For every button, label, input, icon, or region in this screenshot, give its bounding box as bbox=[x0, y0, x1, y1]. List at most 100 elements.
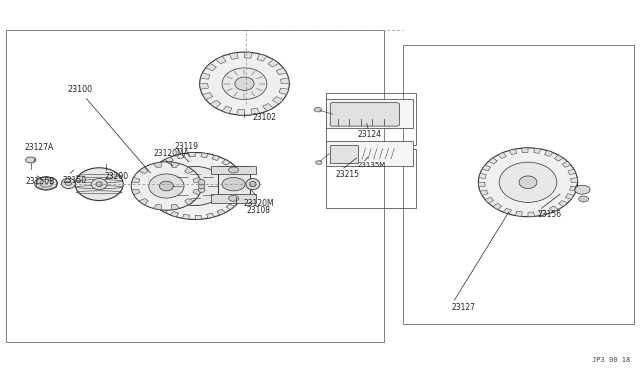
Polygon shape bbox=[237, 190, 244, 195]
Polygon shape bbox=[503, 208, 511, 214]
Text: 23200: 23200 bbox=[104, 172, 129, 181]
Polygon shape bbox=[154, 162, 161, 168]
Polygon shape bbox=[565, 194, 574, 199]
Polygon shape bbox=[217, 209, 225, 215]
Polygon shape bbox=[193, 177, 201, 183]
FancyBboxPatch shape bbox=[330, 103, 399, 126]
Polygon shape bbox=[571, 178, 578, 182]
Text: 23120MA: 23120MA bbox=[154, 149, 189, 158]
Polygon shape bbox=[479, 173, 486, 178]
Ellipse shape bbox=[250, 182, 256, 187]
FancyBboxPatch shape bbox=[330, 145, 358, 163]
Ellipse shape bbox=[92, 179, 108, 190]
Ellipse shape bbox=[76, 168, 123, 201]
Polygon shape bbox=[509, 149, 517, 155]
Ellipse shape bbox=[246, 179, 260, 190]
Polygon shape bbox=[485, 197, 494, 203]
Polygon shape bbox=[244, 52, 252, 58]
Circle shape bbox=[316, 161, 322, 164]
Ellipse shape bbox=[235, 77, 254, 90]
Polygon shape bbox=[132, 177, 140, 183]
Polygon shape bbox=[236, 173, 243, 179]
Text: JP3 00 18: JP3 00 18 bbox=[592, 357, 630, 363]
Polygon shape bbox=[160, 207, 168, 212]
Polygon shape bbox=[550, 206, 558, 212]
Polygon shape bbox=[207, 213, 214, 218]
Text: 23150B: 23150B bbox=[26, 177, 55, 186]
Polygon shape bbox=[200, 84, 208, 89]
FancyBboxPatch shape bbox=[211, 194, 256, 203]
Bar bbox=[326, 93, 416, 145]
FancyBboxPatch shape bbox=[211, 166, 256, 174]
Ellipse shape bbox=[96, 182, 102, 186]
Polygon shape bbox=[562, 161, 571, 167]
Polygon shape bbox=[257, 54, 267, 61]
Polygon shape bbox=[156, 162, 164, 168]
Circle shape bbox=[222, 177, 245, 191]
Polygon shape bbox=[149, 169, 157, 175]
Ellipse shape bbox=[149, 174, 184, 198]
Polygon shape bbox=[212, 155, 220, 160]
Polygon shape bbox=[568, 169, 576, 174]
Polygon shape bbox=[172, 162, 179, 168]
Polygon shape bbox=[281, 78, 289, 84]
Circle shape bbox=[26, 157, 36, 163]
Text: 23100: 23100 bbox=[67, 85, 92, 94]
Ellipse shape bbox=[187, 180, 204, 192]
Polygon shape bbox=[570, 186, 577, 191]
Polygon shape bbox=[233, 197, 241, 203]
Ellipse shape bbox=[519, 176, 537, 189]
Text: 23119: 23119 bbox=[174, 142, 198, 151]
Text: 23120M: 23120M bbox=[243, 199, 274, 208]
Polygon shape bbox=[182, 215, 189, 219]
Polygon shape bbox=[559, 201, 567, 206]
Polygon shape bbox=[482, 165, 491, 171]
Polygon shape bbox=[146, 186, 152, 190]
Polygon shape bbox=[489, 158, 497, 164]
Bar bbox=[326, 149, 416, 208]
Ellipse shape bbox=[166, 166, 224, 205]
Polygon shape bbox=[230, 166, 238, 171]
Ellipse shape bbox=[198, 179, 205, 185]
Polygon shape bbox=[479, 182, 485, 187]
Ellipse shape bbox=[499, 162, 557, 202]
Bar bbox=[403, 45, 634, 324]
Polygon shape bbox=[222, 160, 230, 165]
Ellipse shape bbox=[198, 187, 205, 193]
Polygon shape bbox=[165, 157, 173, 163]
Bar bbox=[326, 141, 413, 166]
Ellipse shape bbox=[479, 148, 578, 217]
Polygon shape bbox=[273, 97, 284, 104]
Polygon shape bbox=[226, 204, 234, 210]
Circle shape bbox=[35, 177, 58, 190]
FancyBboxPatch shape bbox=[218, 166, 250, 202]
Polygon shape bbox=[522, 148, 528, 153]
Polygon shape bbox=[534, 148, 541, 153]
Polygon shape bbox=[251, 108, 260, 115]
Ellipse shape bbox=[61, 178, 76, 189]
Polygon shape bbox=[154, 204, 161, 210]
Polygon shape bbox=[185, 167, 194, 173]
Circle shape bbox=[579, 196, 589, 202]
Text: 23135M: 23135M bbox=[357, 162, 385, 168]
Polygon shape bbox=[528, 212, 534, 217]
Circle shape bbox=[228, 167, 239, 173]
Polygon shape bbox=[147, 193, 155, 199]
Ellipse shape bbox=[159, 181, 173, 191]
Bar bbox=[326, 99, 413, 128]
Polygon shape bbox=[216, 56, 226, 64]
Polygon shape bbox=[172, 204, 179, 210]
Polygon shape bbox=[139, 167, 148, 173]
Bar bbox=[6, 30, 384, 342]
Polygon shape bbox=[200, 73, 210, 79]
Circle shape bbox=[575, 185, 590, 194]
Polygon shape bbox=[545, 151, 553, 156]
Polygon shape bbox=[237, 109, 244, 115]
Ellipse shape bbox=[198, 183, 205, 189]
Text: 23127: 23127 bbox=[451, 303, 475, 312]
Polygon shape bbox=[139, 199, 148, 205]
Polygon shape bbox=[222, 106, 232, 113]
Polygon shape bbox=[189, 153, 195, 157]
Ellipse shape bbox=[200, 52, 289, 115]
Polygon shape bbox=[498, 153, 506, 158]
